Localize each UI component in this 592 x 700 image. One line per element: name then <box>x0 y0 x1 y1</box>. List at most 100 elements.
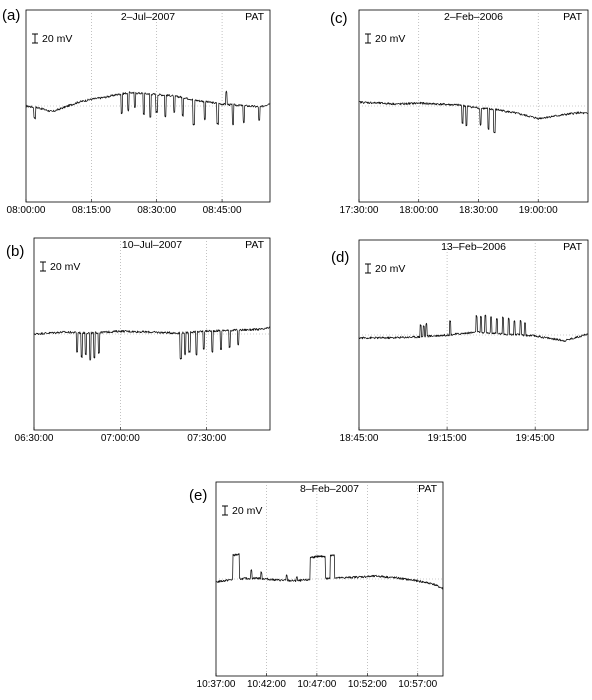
x-tick-label: 08:15:00 <box>72 205 111 216</box>
spike-point <box>490 316 492 318</box>
spike-point <box>149 116 151 118</box>
spike-point <box>524 322 526 324</box>
x-tick-label: 18:00:00 <box>399 205 438 216</box>
pulse-segment <box>232 554 240 556</box>
panel-label: (e) <box>189 487 207 504</box>
spike-point <box>449 320 451 323</box>
x-tick-label: 10:52:00 <box>348 679 387 690</box>
spike-point <box>89 359 91 361</box>
x-tick-label: 10:47:00 <box>297 679 336 690</box>
scale-bar <box>365 263 371 274</box>
scale-bar-label: 20 mV <box>50 261 80 273</box>
spike-point <box>80 356 83 358</box>
spike-point <box>188 350 191 353</box>
panel-label: (b) <box>6 243 24 260</box>
x-tick-label: 19:00:00 <box>519 205 558 216</box>
spike-point <box>180 358 182 360</box>
spike-point <box>232 123 234 125</box>
spike-point <box>296 576 298 578</box>
series-line <box>358 314 589 342</box>
spike-point <box>134 106 136 108</box>
chart-panel-b: 06:30:00 07:00:00 07:30:00 10–Jul–2007 PAT (b… <box>6 237 271 444</box>
spike-point <box>76 351 78 353</box>
panel-label: (a) <box>2 7 20 24</box>
spike-point <box>237 343 239 346</box>
spike-point <box>173 111 175 113</box>
spike-point <box>487 128 490 130</box>
spike-point <box>196 354 198 356</box>
spike-point <box>484 315 486 317</box>
panel-title: 2–Jul–2007 <box>121 11 175 23</box>
spike-point <box>85 353 87 355</box>
spike-point <box>258 119 260 121</box>
x-tick-label: 08:30:00 <box>137 205 176 216</box>
spike-point <box>514 320 516 322</box>
spike-point <box>480 316 482 318</box>
x-tick-label: 08:45:00 <box>203 205 242 216</box>
spike-point <box>156 111 158 113</box>
x-tick-label: 07:00:00 <box>101 433 140 444</box>
chart-panel-c: 17:30:00 18:00:00 18:30:00 19:00:00 2–Feb–20… <box>330 9 589 216</box>
spike-point <box>211 351 214 353</box>
x-tick-label: 10:57:00 <box>398 679 437 690</box>
spike-point <box>243 121 245 123</box>
spike-point <box>422 325 425 327</box>
x-tick-label: 17:30:00 <box>340 205 379 216</box>
station-label: PAT <box>245 239 264 251</box>
spike-point <box>121 112 123 114</box>
x-tick-label: 08:00:00 <box>7 205 46 216</box>
x-tick-label: 18:30:00 <box>459 205 498 216</box>
spike-point <box>508 318 510 320</box>
series-line <box>26 90 271 126</box>
panel-title: 13–Feb–2006 <box>441 241 506 253</box>
spike-point <box>98 352 100 354</box>
spike-point <box>519 320 522 322</box>
x-tick-label: 19:45:00 <box>516 433 555 444</box>
spike-point <box>34 117 36 119</box>
spike-point <box>217 123 219 125</box>
series-line <box>33 326 271 360</box>
x-tick-label: 10:37:00 <box>197 679 236 690</box>
spike-point <box>225 91 228 93</box>
spike-point <box>286 575 288 577</box>
scale-bar-label: 20 mV <box>375 33 405 45</box>
spike-point <box>475 315 478 317</box>
spike-point <box>425 323 428 325</box>
spike-point <box>164 115 167 117</box>
panel-label: (d) <box>331 249 349 266</box>
spike-point <box>127 109 129 111</box>
panel-label: (c) <box>330 10 348 27</box>
x-tick-label: 19:15:00 <box>428 433 467 444</box>
x-tick-label: 07:30:00 <box>187 433 226 444</box>
spike-point <box>496 318 498 320</box>
spike-point <box>420 324 422 326</box>
spike-point <box>465 124 468 126</box>
spike-point <box>461 122 464 124</box>
spike-point <box>220 348 222 350</box>
scale-bar-label: 20 mV <box>232 505 262 517</box>
chart-panel-d: 18:45:00 19:15:00 19:45:00 13–Feb–2006 PAT (d… <box>331 239 589 444</box>
spike-point <box>204 118 206 120</box>
chart-panel-e: 10:37:00 10:42:00 10:47:00 10:52:00 10:57:00… <box>189 481 444 690</box>
chart-panel-a: 08:00:00 08:15:00 08:30:00 08:45:00 2–Jul–20… <box>2 7 271 216</box>
panel-title: 8–Feb–2007 <box>300 483 359 495</box>
spike-point <box>193 124 195 126</box>
station-label: PAT <box>563 11 582 23</box>
spike-point <box>143 113 145 115</box>
scale-bar <box>365 33 371 44</box>
spike-point <box>250 569 252 572</box>
scale-bar-label: 20 mV <box>375 263 405 275</box>
pulse-segment <box>310 555 326 558</box>
series-line <box>358 100 589 134</box>
x-tick-label: 10:42:00 <box>247 679 286 690</box>
spike-point <box>479 123 482 126</box>
spike-point <box>502 317 504 319</box>
spike-point <box>493 131 496 134</box>
spike-point <box>93 357 96 359</box>
x-tick-label: 18:45:00 <box>340 433 379 444</box>
scale-bar <box>40 261 46 272</box>
station-label: PAT <box>245 11 264 23</box>
panel-title: 2–Feb–2006 <box>444 11 503 23</box>
spike-point <box>260 572 262 574</box>
